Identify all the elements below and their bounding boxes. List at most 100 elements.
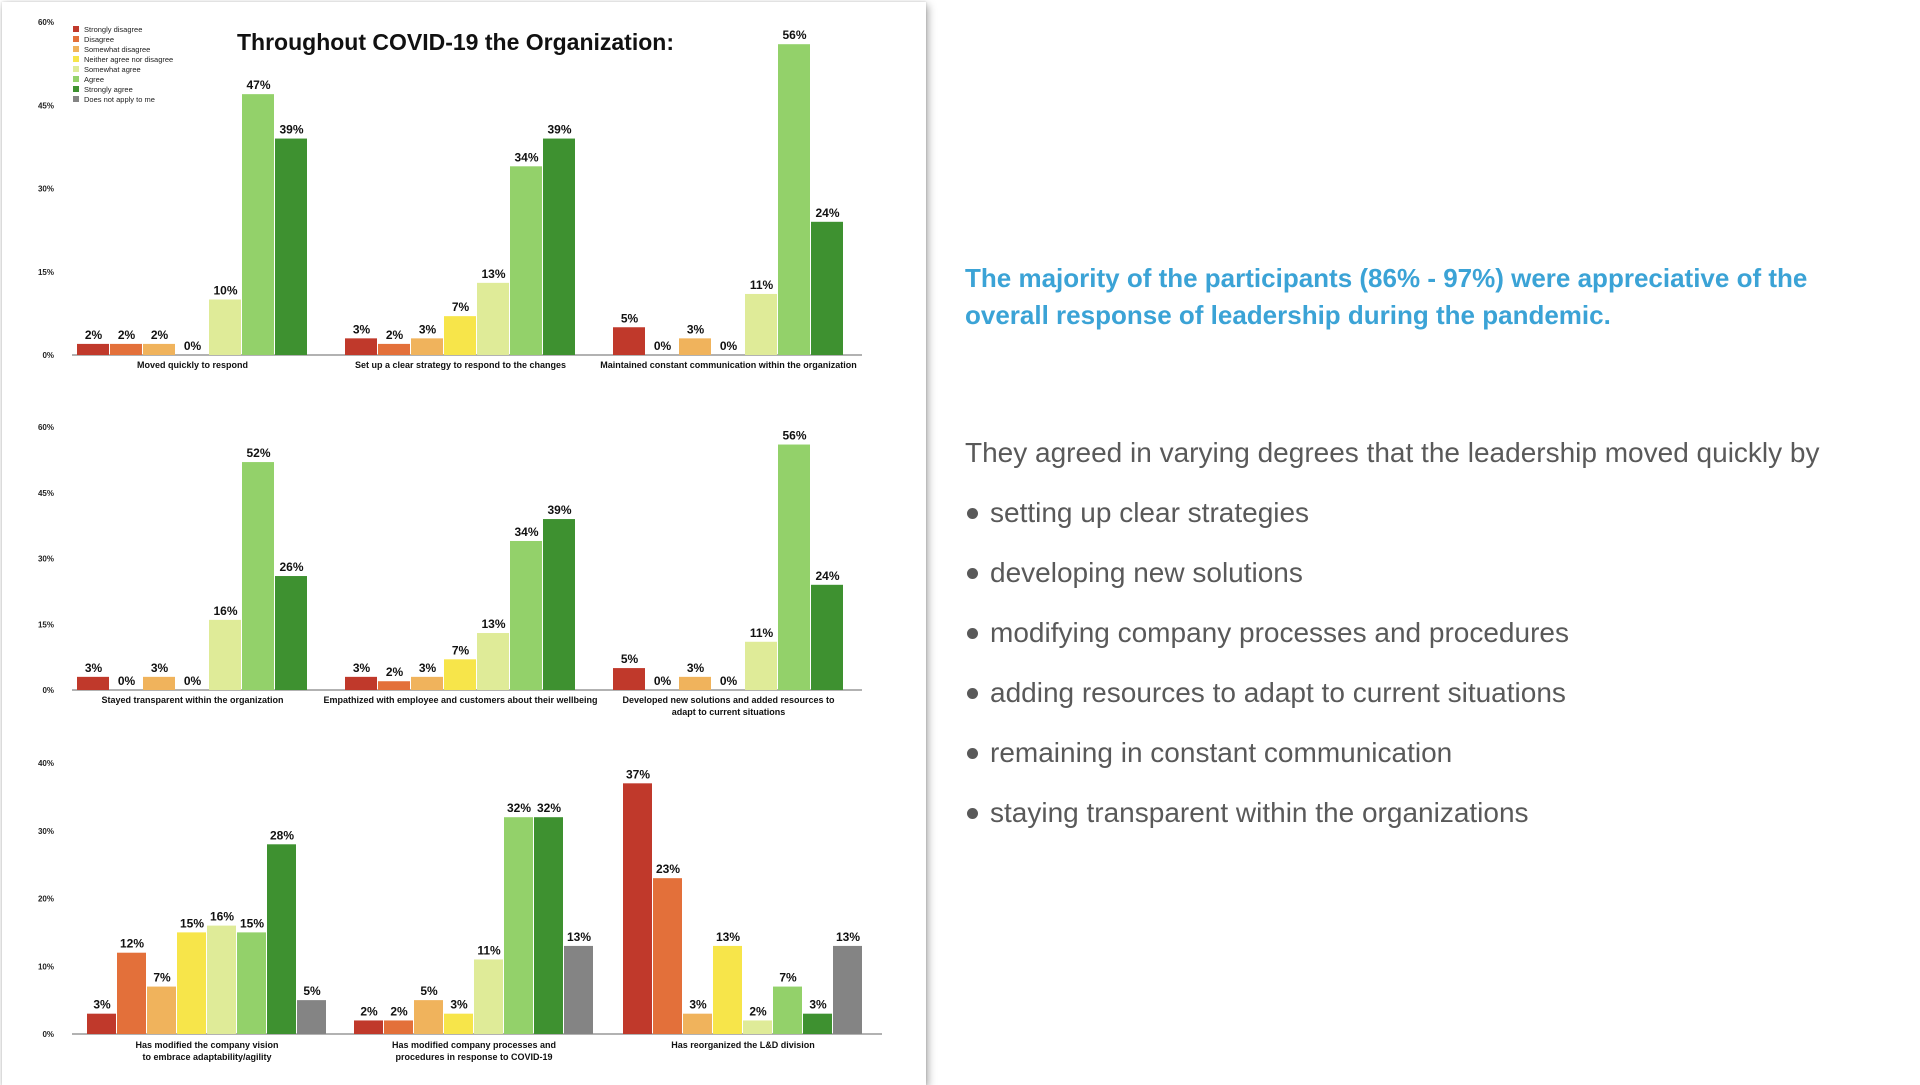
data-label: 0% xyxy=(654,674,672,688)
data-label: 7% xyxy=(779,971,797,985)
bar xyxy=(297,1000,326,1034)
data-label: 34% xyxy=(514,150,538,164)
data-label: 5% xyxy=(420,984,438,998)
bar xyxy=(275,576,307,690)
data-label: 39% xyxy=(547,503,571,517)
data-label: 3% xyxy=(450,998,468,1012)
bar xyxy=(713,945,742,1034)
data-label: 3% xyxy=(419,661,437,675)
data-label: 39% xyxy=(279,123,303,137)
bar xyxy=(378,681,410,690)
bar xyxy=(378,343,410,355)
data-label: 0% xyxy=(184,339,202,353)
legend-label: Agree xyxy=(84,75,104,84)
legend-label: Strongly disagree xyxy=(84,25,142,34)
data-label: 15% xyxy=(240,916,264,930)
bullet-text: modifying company processes and procedur… xyxy=(990,617,1569,648)
data-label: 3% xyxy=(687,322,705,336)
bar xyxy=(275,138,307,355)
data-label: 24% xyxy=(815,206,839,220)
y-tick-label: 0% xyxy=(42,351,54,360)
data-label: 15% xyxy=(180,916,204,930)
legend-swatch xyxy=(73,66,79,72)
data-label: 11% xyxy=(750,626,774,640)
data-label: 11% xyxy=(750,278,774,292)
bar xyxy=(384,1020,413,1034)
bar xyxy=(803,1013,832,1034)
data-label: 7% xyxy=(452,300,470,314)
bar xyxy=(77,343,109,355)
bullet-text: developing new solutions xyxy=(990,557,1303,588)
bar xyxy=(267,844,296,1034)
bar xyxy=(143,343,175,355)
category-label: Has modified company processes and xyxy=(392,1040,556,1050)
data-label: 3% xyxy=(689,998,707,1012)
data-label: 3% xyxy=(353,661,371,675)
data-label: 0% xyxy=(720,674,738,688)
legend-swatch xyxy=(73,96,79,102)
bar xyxy=(613,668,645,690)
bar xyxy=(87,1013,116,1034)
bullet-text: adding resources to adapt to current sit… xyxy=(990,677,1566,708)
bar xyxy=(745,641,777,690)
y-tick-label: 30% xyxy=(38,555,54,564)
bar xyxy=(477,633,509,690)
data-label: 3% xyxy=(353,322,371,336)
bar xyxy=(534,817,563,1034)
data-label: 26% xyxy=(279,560,303,574)
data-label: 0% xyxy=(118,674,136,688)
data-label: 3% xyxy=(93,998,111,1012)
y-tick-label: 20% xyxy=(38,895,54,904)
bullet-item: modifying company processes and procedur… xyxy=(965,615,1865,675)
bar xyxy=(833,945,862,1034)
y-tick-label: 60% xyxy=(38,18,54,27)
data-label: 7% xyxy=(452,643,470,657)
y-tick-label: 0% xyxy=(42,686,54,695)
data-label: 3% xyxy=(809,998,827,1012)
data-label: 0% xyxy=(720,339,738,353)
y-tick-label: 45% xyxy=(38,101,54,110)
data-label: 5% xyxy=(621,311,639,325)
data-label: 32% xyxy=(537,801,561,815)
bar xyxy=(811,221,843,355)
data-label: 7% xyxy=(153,971,171,985)
bullet-item: remaining in constant communication xyxy=(965,735,1865,795)
data-label: 16% xyxy=(210,910,234,924)
bar xyxy=(679,676,711,690)
data-label: 13% xyxy=(481,617,505,631)
category-label: Maintained constant communication within… xyxy=(600,360,857,370)
chart-title: Throughout COVID-19 the Organization: xyxy=(237,29,674,55)
data-label: 2% xyxy=(386,665,404,679)
category-label: Empathized with employee and customers a… xyxy=(323,695,597,705)
data-label: 39% xyxy=(547,123,571,137)
legend-swatch xyxy=(73,46,79,52)
category-label: Moved quickly to respond xyxy=(137,360,248,370)
data-label: 24% xyxy=(815,569,839,583)
legend-label: Somewhat agree xyxy=(84,65,141,74)
legend-swatch xyxy=(73,56,79,62)
bar xyxy=(354,1020,383,1034)
bar xyxy=(613,327,645,355)
y-tick-label: 10% xyxy=(38,962,54,971)
y-tick-label: 30% xyxy=(38,185,54,194)
data-label: 3% xyxy=(85,661,103,675)
y-tick-label: 45% xyxy=(38,489,54,498)
bar xyxy=(543,519,575,690)
bar xyxy=(811,584,843,690)
data-label: 11% xyxy=(477,943,501,957)
bar xyxy=(237,932,266,1034)
bar xyxy=(209,619,241,690)
data-label: 13% xyxy=(716,930,740,944)
bar xyxy=(745,293,777,355)
legend-label: Strongly agree xyxy=(84,85,133,94)
category-label: Set up a clear strategy to respond to th… xyxy=(355,360,566,370)
y-tick-label: 30% xyxy=(38,827,54,836)
bar xyxy=(209,299,241,355)
bullet-list: setting up clear strategies developing n… xyxy=(965,495,1865,855)
legend-swatch xyxy=(73,86,79,92)
bar xyxy=(679,338,711,355)
bullet-dot-icon xyxy=(967,748,978,759)
data-label: 3% xyxy=(419,322,437,336)
bar xyxy=(242,94,274,356)
bar xyxy=(77,676,109,690)
